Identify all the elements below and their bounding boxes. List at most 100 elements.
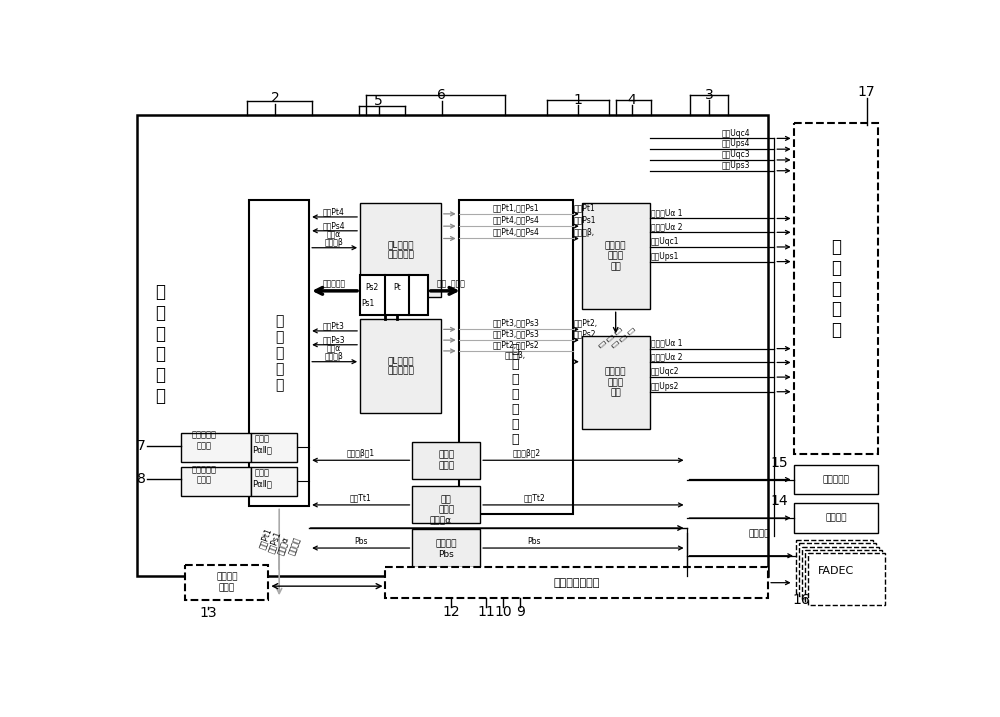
- Text: Pbs: Pbs: [354, 536, 368, 546]
- Bar: [794, 123, 878, 454]
- Text: 侧滑角
传感器: 侧滑角 传感器: [438, 450, 454, 470]
- Text: 攻角α: 攻角α: [327, 230, 341, 239]
- Bar: [799, 543, 876, 596]
- Text: Pbs: Pbs: [438, 550, 454, 559]
- Text: 备份参数
采集器: 备份参数 采集器: [216, 573, 238, 592]
- Text: 静压Ps3: 静压Ps3: [323, 335, 345, 344]
- Bar: [251, 467, 297, 496]
- Text: 静压Ps4: 静压Ps4: [323, 221, 345, 230]
- Bar: [794, 465, 878, 494]
- Text: 17: 17: [858, 85, 876, 99]
- Text: 5: 5: [374, 95, 383, 108]
- Text: PαⅡ上: PαⅡ上: [252, 445, 272, 454]
- Text: 左多功能
探头传
感器: 左多功能 探头传 感器: [605, 242, 626, 271]
- Text: 攻
角
解
算
器: 攻 角 解 算 器: [275, 314, 283, 393]
- Text: 上压力: 上压力: [255, 435, 270, 443]
- Text: 总压Pt3,静压Ps3: 总压Pt3,静压Ps3: [492, 318, 539, 328]
- Text: 侧滑角β: 侧滑角β: [324, 352, 343, 361]
- Bar: [360, 275, 428, 315]
- Text: 10: 10: [494, 605, 512, 619]
- Text: 13: 13: [200, 607, 217, 620]
- Text: 14: 14: [771, 494, 788, 508]
- Text: 动压Uqc3: 动压Uqc3: [722, 150, 751, 159]
- Text: 9: 9: [516, 605, 525, 619]
- Text: 总压Pt4,静压Ps4: 总压Pt4,静压Ps4: [492, 228, 539, 237]
- Text: 右L形压力
受感器组件: 右L形压力 受感器组件: [387, 240, 414, 260]
- Text: 静压Ups2: 静压Ups2: [651, 382, 679, 391]
- Text: 静压Ups4: 静压Ups4: [722, 139, 750, 148]
- Text: 11: 11: [477, 605, 495, 619]
- Text: 右
探
头: 右 探 头: [597, 326, 622, 349]
- Text: 飞
控
计
算
机: 飞 控 计 算 机: [831, 238, 841, 339]
- Bar: [412, 442, 480, 479]
- Bar: [582, 336, 650, 429]
- Text: 右攻角Uα 2: 右攻角Uα 2: [651, 353, 683, 361]
- Text: 15: 15: [771, 455, 788, 470]
- Text: 攻角α: 攻角α: [327, 344, 341, 353]
- Text: 场压装订: 场压装订: [436, 540, 457, 549]
- Bar: [802, 546, 879, 599]
- Text: 总压Pt1: 总压Pt1: [574, 203, 596, 212]
- Text: 机电管理计算机: 机电管理计算机: [554, 578, 600, 588]
- Text: 总温
传感器: 总温 传感器: [438, 495, 454, 515]
- Text: 大
气
数
据
系
统: 大 气 数 据 系 统: [155, 283, 165, 405]
- Text: PαⅡ下: PαⅡ下: [252, 480, 272, 488]
- Text: 静压Ups3: 静压Ups3: [722, 161, 750, 170]
- Text: 总压Pt2,静压Ps2: 总压Pt2,静压Ps2: [492, 341, 539, 349]
- Text: 右攻角Uα 1: 右攻角Uα 1: [651, 338, 683, 348]
- Text: 3: 3: [704, 88, 713, 103]
- Text: 总压Pt1: 总压Pt1: [257, 526, 273, 550]
- Bar: [360, 203, 441, 297]
- Text: 静压Ps1: 静压Ps1: [574, 216, 597, 224]
- Text: 动压Uqc2: 动压Uqc2: [651, 367, 680, 376]
- Text: 大气总线: 大气总线: [287, 536, 302, 556]
- Text: 8: 8: [137, 472, 146, 485]
- Bar: [181, 467, 251, 496]
- Text: 总压Pt2,: 总压Pt2,: [574, 318, 598, 328]
- Text: 真攻角α: 真攻角α: [430, 516, 452, 526]
- Text: Pt: Pt: [393, 282, 401, 292]
- Text: FADEC: FADEC: [818, 566, 854, 576]
- Text: 至座舱静压: 至座舱静压: [323, 280, 346, 288]
- Text: 侧滑角β,: 侧滑角β,: [505, 351, 526, 360]
- Text: 总温Tt1: 总温Tt1: [350, 493, 372, 503]
- Text: 1: 1: [574, 93, 582, 107]
- Text: 大
气
数
据
计
算
机: 大 气 数 据 计 算 机: [512, 343, 519, 446]
- Bar: [249, 200, 309, 506]
- Text: 总压Pt1,静压Ps1: 总压Pt1,静压Ps1: [492, 203, 539, 212]
- Text: 水
平
探: 水 平 探: [609, 326, 635, 349]
- Bar: [412, 529, 480, 567]
- Bar: [459, 200, 573, 514]
- Text: 静压Ups1: 静压Ups1: [651, 252, 679, 261]
- Text: 动压Uqc1: 动压Uqc1: [651, 237, 680, 246]
- Text: 真攻角α: 真攻角α: [276, 536, 291, 556]
- Bar: [805, 549, 882, 602]
- Text: 2: 2: [271, 91, 280, 105]
- Text: 动压Uqc4: 动压Uqc4: [722, 128, 751, 138]
- Text: 侧滑角β局1: 侧滑角β局1: [347, 449, 375, 458]
- Text: 总温Tt2: 总温Tt2: [523, 493, 545, 503]
- Text: 左攻角Uα 1: 左攻角Uα 1: [651, 209, 683, 217]
- Text: 7: 7: [137, 440, 146, 453]
- Bar: [794, 503, 878, 533]
- Text: 机载应答机: 机载应答机: [822, 475, 849, 484]
- Text: 12: 12: [442, 605, 460, 619]
- Text: 上压差攻角
传感器: 上压差攻角 传感器: [192, 430, 217, 450]
- Bar: [137, 115, 768, 576]
- Text: 静压Ps1: 静压Ps1: [266, 530, 283, 554]
- Text: 侧滑角β局2: 侧滑角β局2: [512, 449, 540, 458]
- Bar: [185, 565, 268, 599]
- Text: 6: 6: [437, 88, 446, 103]
- Text: Pbs: Pbs: [527, 536, 541, 546]
- Text: 左L形压力
受感器组件: 左L形压力 受感器组件: [387, 356, 414, 375]
- Text: 任务总线: 任务总线: [748, 530, 770, 538]
- Text: 静压Ps2: 静压Ps2: [574, 330, 597, 338]
- Text: 右多功能
探头传
感器: 右多功能 探头传 感器: [605, 368, 626, 397]
- Text: 总压Pt4,静压Ps4: 总压Pt4,静压Ps4: [492, 216, 539, 224]
- Bar: [582, 203, 650, 309]
- Bar: [412, 486, 480, 523]
- Text: 惯导系统: 惯导系统: [825, 513, 847, 523]
- Bar: [181, 432, 251, 462]
- Bar: [251, 432, 297, 462]
- Text: Ps2: Ps2: [366, 282, 379, 292]
